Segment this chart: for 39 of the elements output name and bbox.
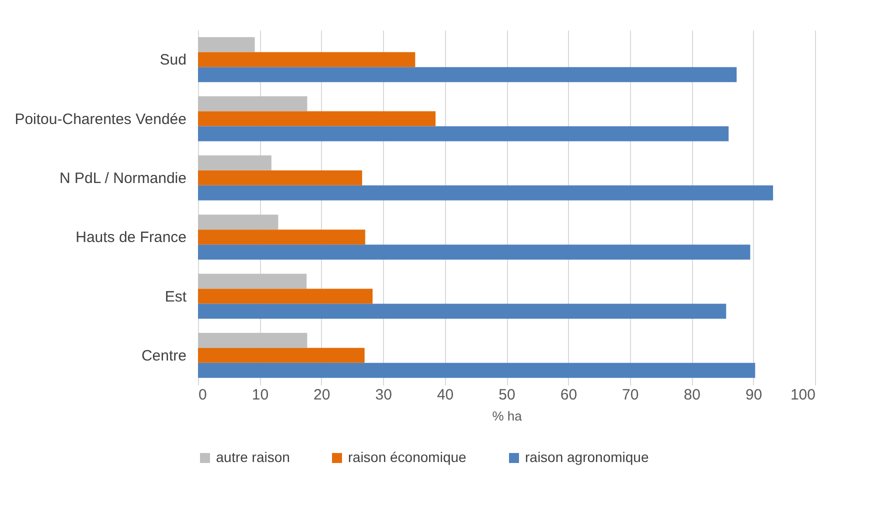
x-tick-label: 50 xyxy=(498,386,516,404)
bar xyxy=(198,155,272,170)
bar xyxy=(198,230,366,245)
bar xyxy=(198,304,726,319)
x-tick-label: 10 xyxy=(252,386,269,404)
x-tick-label: 70 xyxy=(622,386,639,404)
bar xyxy=(198,126,729,142)
bar xyxy=(198,244,750,260)
x-tick-label: 30 xyxy=(375,386,392,404)
y-tick-label: Centre xyxy=(141,347,186,364)
y-tick-label: Poitou-Charentes Vendée xyxy=(14,110,186,128)
bar xyxy=(198,274,307,289)
y-tick-label: Hauts de France xyxy=(76,229,186,246)
x-tick-label: 90 xyxy=(745,386,762,404)
bar xyxy=(198,37,255,52)
x-tick-label: 60 xyxy=(560,386,578,404)
y-tick-label: Sud xyxy=(160,52,186,69)
bar xyxy=(198,52,416,68)
x-tick-label: 100 xyxy=(790,386,816,404)
bar xyxy=(198,185,774,200)
x-tick-label: 80 xyxy=(684,386,700,404)
legend-label: raison économique xyxy=(348,449,467,465)
x-tick-label: 20 xyxy=(314,386,330,404)
bar xyxy=(198,170,362,186)
bar xyxy=(198,348,365,363)
x-tick-label: 0 xyxy=(198,386,207,404)
x-tick-label: 40 xyxy=(436,386,454,404)
legend-label: raison agronomique xyxy=(525,449,649,465)
bar xyxy=(198,362,756,378)
bar xyxy=(198,332,308,348)
bar xyxy=(198,288,373,304)
bar xyxy=(198,67,737,82)
bar xyxy=(198,111,436,126)
y-tick-label: N PdL / Normandie xyxy=(59,170,186,187)
x-axis-title: % ha xyxy=(492,408,523,424)
bar xyxy=(198,214,278,230)
legend-label: autre raison xyxy=(216,449,290,465)
bar xyxy=(198,96,308,112)
y-tick-label: Est xyxy=(164,288,188,306)
